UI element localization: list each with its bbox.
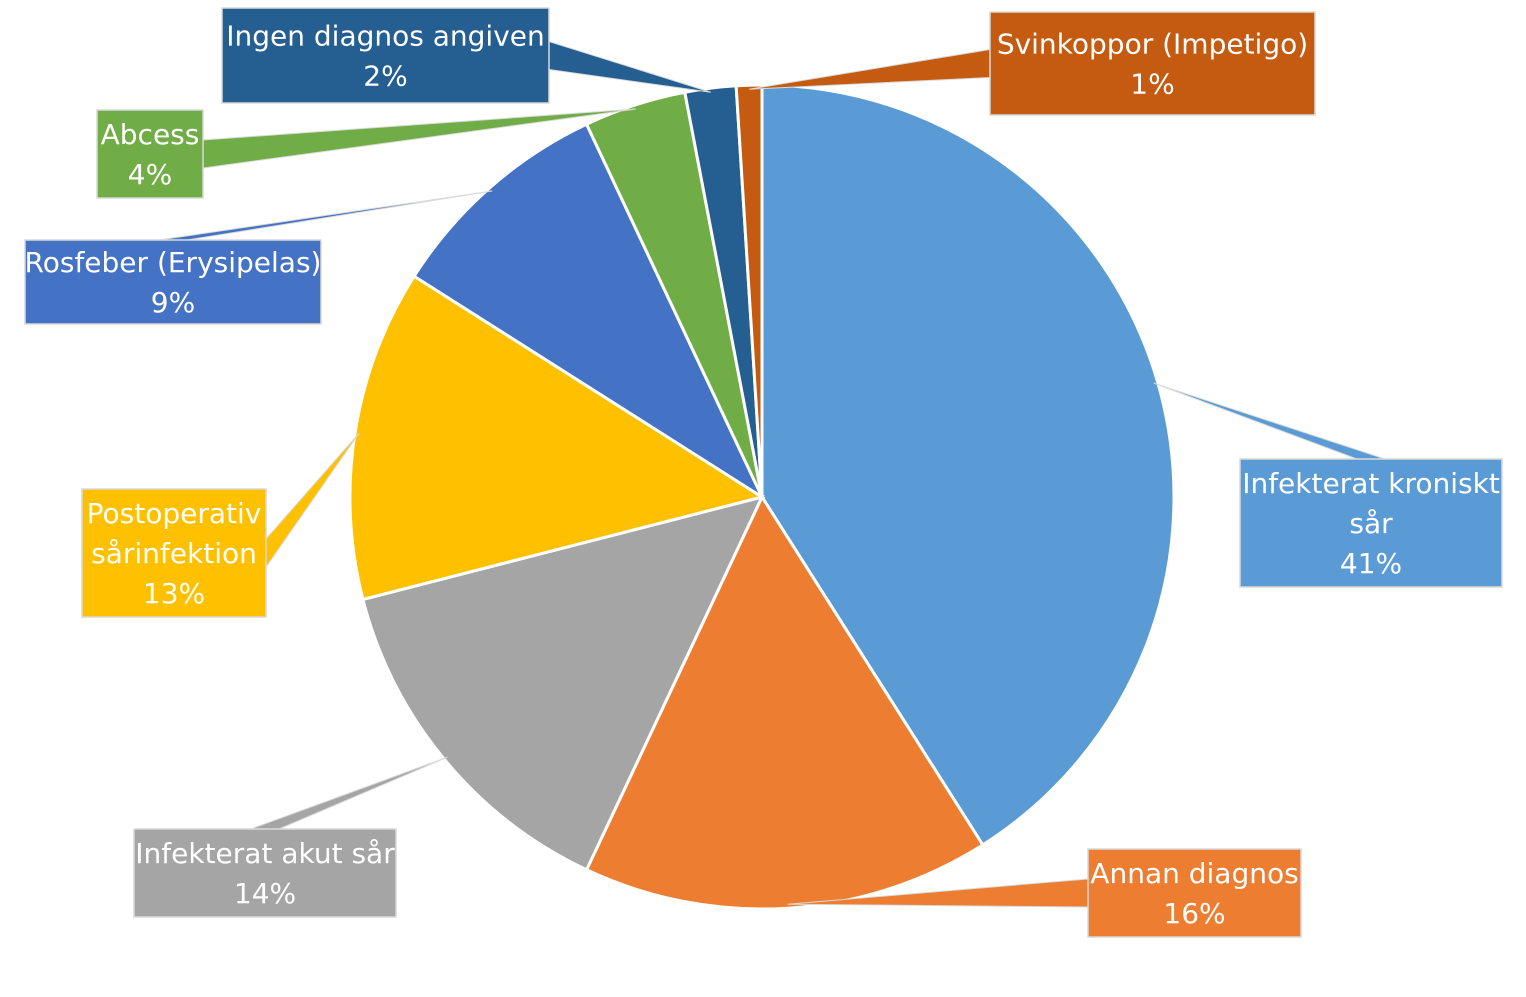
data-label-category: sår <box>1349 507 1393 540</box>
data-label-value: 13% <box>143 577 205 610</box>
callout-leader-infekterat-kroniskt-sar <box>1153 382 1386 460</box>
data-label-value: 9% <box>151 286 195 319</box>
data-label-infekterat-kroniskt-sar: Infekterat kroniskt sår 41% <box>1239 458 1503 588</box>
data-label-rosfeber-erysipelas: Rosfeber (Erysipelas) 9% <box>24 239 322 325</box>
pie-slices <box>348 83 1176 911</box>
data-label-value: 1% <box>1130 68 1174 101</box>
data-label-category: Abcess <box>101 118 200 151</box>
data-label-postoperativ-sarinfektion: Postoperativ sårinfektion 13% <box>81 488 267 618</box>
data-label-box <box>1087 848 1302 938</box>
data-label-category: Infekterat kroniskt <box>1242 467 1500 500</box>
data-label-category: Annan diagnos <box>1090 857 1298 890</box>
callout-leader-rosfeber-erysipelas <box>158 190 493 241</box>
data-label-category: Rosfeber (Erysipelas) <box>25 246 322 279</box>
callout-leader-svinkoppor-impetigo <box>749 48 991 90</box>
pie-slice-rosfeber-erysipelas <box>412 122 766 502</box>
data-label-value: 4% <box>128 158 172 191</box>
data-label-value: 16% <box>1163 897 1225 930</box>
pie-slice-infekterat-kroniskt-sar <box>760 83 1176 847</box>
data-label-category: sårinfektion <box>91 537 257 570</box>
data-label-svinkoppor-impetigo: Svinkoppor (Impetigo) 1% <box>989 11 1316 116</box>
data-label-box <box>133 828 397 918</box>
data-label-box <box>1239 458 1503 588</box>
data-label-box <box>24 239 322 325</box>
data-label-value: 14% <box>234 877 296 910</box>
data-label-box <box>81 488 267 618</box>
data-label-box <box>96 109 204 199</box>
data-label-infekterat-akut-sar: Infekterat akut sår 14% <box>133 828 397 918</box>
callout-labels: Infekterat kroniskt sår 41% Annan diagnos 16… <box>24 7 1503 938</box>
data-label-annan-diagnos: Annan diagnos 16% <box>1087 848 1302 938</box>
callout-leader-postoperativ-sarinfektion <box>265 432 360 569</box>
callout-leader-infekterat-akut-sar <box>250 756 448 830</box>
pie-slice-postoperativ-sarinfektion <box>348 274 766 602</box>
pie-slice-infekterat-akut-sar <box>361 494 765 872</box>
data-label-category: Infekterat akut sår <box>135 837 395 870</box>
data-label-category: Svinkoppor (Impetigo) <box>997 28 1308 61</box>
data-label-category: Postoperativ <box>87 497 262 530</box>
callout-leaders <box>158 40 1386 908</box>
pie-slice-annan-diagnos <box>584 493 985 911</box>
data-label-category: Ingen diagnos angiven <box>226 20 545 53</box>
pie-slice-svinkoppor-impetigo <box>734 83 764 498</box>
data-label-value: 2% <box>363 60 407 93</box>
data-label-abcess: Abcess 4% <box>96 109 204 199</box>
callout-leader-ingen-diagnos-angiven <box>548 40 712 93</box>
data-label-box <box>989 11 1316 116</box>
data-label-ingen-diagnos-angiven: Ingen diagnos angiven 2% <box>221 7 550 104</box>
data-label-value: 41% <box>1340 547 1402 580</box>
data-label-box <box>221 7 550 104</box>
